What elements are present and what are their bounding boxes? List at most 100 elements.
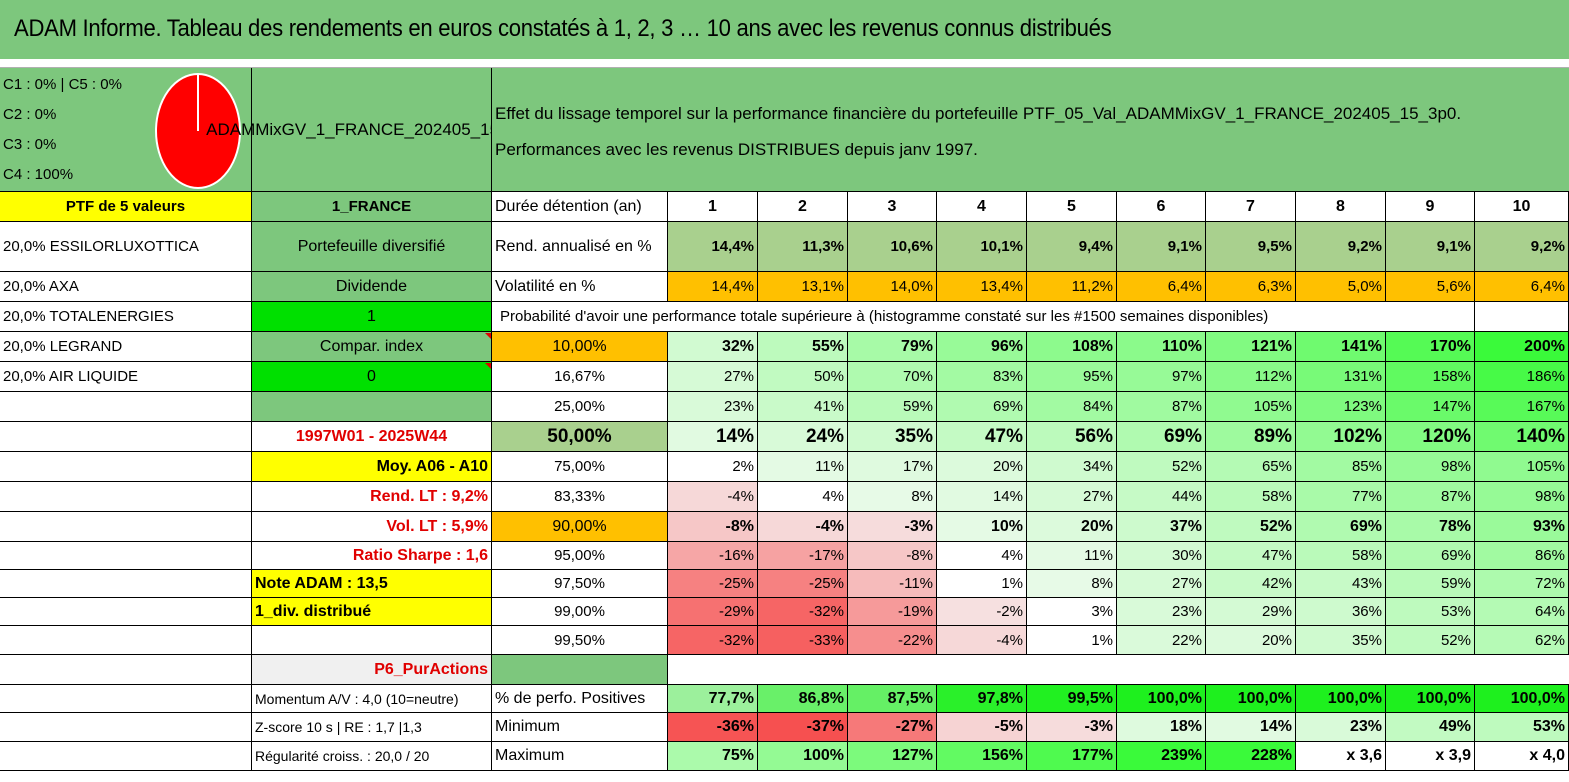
legend-line: C2 : 0%	[3, 106, 57, 123]
quantile-value: 41%	[758, 392, 848, 422]
vol-value: 13,4%	[937, 272, 1027, 302]
quantile-value: 87%	[1117, 392, 1206, 422]
rend-value: 9,5%	[1206, 222, 1296, 272]
maximum-value: 228%	[1206, 742, 1296, 771]
quantile-value: 69%	[937, 392, 1027, 422]
quantile-value: 4%	[937, 542, 1027, 570]
compar-label: Compar. index	[252, 332, 492, 362]
year-header: 7	[1206, 192, 1296, 222]
quantile-value: -11%	[848, 570, 937, 598]
positives-value: 99,5%	[1027, 685, 1117, 713]
quantile-label: 90,00%	[492, 512, 668, 542]
quantile-value: 11%	[758, 452, 848, 482]
rend-value: 9,2%	[1475, 222, 1569, 272]
dividend-label: Dividende	[252, 272, 492, 302]
positives-label: % de perfo. Positives	[492, 685, 668, 713]
year-header: 3	[848, 192, 937, 222]
quantile-value: 4%	[758, 482, 848, 512]
maximum-label: Maximum	[492, 742, 668, 771]
quantile-value: -4%	[758, 512, 848, 542]
quantile-label: 95,00%	[492, 542, 668, 570]
quantile-value: -8%	[848, 542, 937, 570]
quantile-value: 22%	[1117, 626, 1206, 655]
quantile-value: 69%	[1296, 512, 1386, 542]
quantile-value: 102%	[1296, 422, 1386, 452]
quantile-value: 55%	[758, 332, 848, 362]
quantile-value: 170%	[1386, 332, 1475, 362]
region-cell: 1_FRANCE	[252, 192, 492, 222]
quantile-value: 36%	[1296, 598, 1386, 626]
year-header: 5	[1027, 192, 1117, 222]
vol-value: 6,3%	[1206, 272, 1296, 302]
empty-cell	[0, 742, 252, 771]
rend-lt-cell: Rend. LT : 9,2%	[252, 482, 492, 512]
vol-value: 13,1%	[758, 272, 848, 302]
empty-cell	[0, 482, 252, 512]
quantile-value: 17%	[848, 452, 937, 482]
positives-value: 100,0%	[1296, 685, 1386, 713]
div-cell: 1_div. distribué	[252, 598, 492, 626]
quantile-value: 89%	[1206, 422, 1296, 452]
quantile-value: 105%	[1206, 392, 1296, 422]
minimum-value: 18%	[1117, 713, 1206, 742]
quantile-value: 44%	[1117, 482, 1206, 512]
quantile-value: -25%	[668, 570, 758, 598]
empty-cell	[0, 655, 252, 685]
quantile-value: 78%	[1386, 512, 1475, 542]
quantile-value: 10%	[937, 512, 1027, 542]
positives-value: 97,8%	[937, 685, 1027, 713]
positives-value: 86,8%	[758, 685, 848, 713]
rend-value: 11,3%	[758, 222, 848, 272]
quantile-value: 98%	[1386, 452, 1475, 482]
probability-title: Probabilité d'avoir une performance tota…	[492, 302, 1475, 332]
quantile-value: -4%	[668, 482, 758, 512]
zscore-cell: Z-score 10 s | RE : 1,7 |1,3	[252, 713, 492, 742]
left-header: PTF de 5 valeurs	[0, 192, 252, 222]
quantile-label: 16,67%	[492, 362, 668, 392]
quantile-value: 1%	[1027, 626, 1117, 655]
maximum-value: 127%	[848, 742, 937, 771]
quantile-value: 29%	[1206, 598, 1296, 626]
quantile-value: 93%	[1475, 512, 1569, 542]
quantile-value: 79%	[848, 332, 937, 362]
minimum-value: -37%	[758, 713, 848, 742]
quantile-label: 75,00%	[492, 452, 668, 482]
quantile-value: 96%	[937, 332, 1027, 362]
quantile-value: -22%	[848, 626, 937, 655]
quantile-value: 86%	[1475, 542, 1569, 570]
vol-value: 5,6%	[1386, 272, 1475, 302]
empty-cell	[0, 422, 252, 452]
quantile-value: 34%	[1027, 452, 1117, 482]
quantile-value: 35%	[1296, 626, 1386, 655]
quantile-value: 59%	[1386, 570, 1475, 598]
quantile-value: 95%	[1027, 362, 1117, 392]
rend-label: Rend. annualisé en %	[492, 222, 668, 272]
dividend-value: 1	[252, 302, 492, 332]
quantile-value: 108%	[1027, 332, 1117, 362]
empty-cell	[0, 392, 252, 422]
spacer-row	[668, 655, 1569, 685]
regularite-cell: Régularité croiss. : 20,0 / 20	[252, 742, 492, 771]
maximum-value: 239%	[1117, 742, 1206, 771]
quantile-value: 110%	[1117, 332, 1206, 362]
rend-value: 10,6%	[848, 222, 937, 272]
comment-marker	[485, 333, 491, 339]
quantile-value: 69%	[1386, 542, 1475, 570]
portfolio-name: ADAMMixGV_1_FRANCE_202405_15_3p0	[206, 68, 537, 192]
quantile-value: 141%	[1296, 332, 1386, 362]
minimum-value: -5%	[937, 713, 1027, 742]
quantile-value: -32%	[758, 598, 848, 626]
quantile-value: 27%	[668, 362, 758, 392]
stock-row: 20,0% ESSILORLUXOTTICA	[0, 222, 252, 272]
sharpe-cell: Ratio Sharpe : 1,6	[252, 542, 492, 570]
quantile-value: 52%	[1206, 512, 1296, 542]
empty-green-cell	[252, 392, 492, 422]
report-title: ADAM Informe. Tableau des rendements en …	[14, 15, 1112, 42]
quantile-value: 8%	[1027, 570, 1117, 598]
empty-cell	[1475, 302, 1569, 332]
year-header: 6	[1117, 192, 1206, 222]
quantile-value: 186%	[1475, 362, 1569, 392]
quantile-value: 62%	[1475, 626, 1569, 655]
positives-value: 77,7%	[668, 685, 758, 713]
quantile-value: 47%	[1206, 542, 1296, 570]
